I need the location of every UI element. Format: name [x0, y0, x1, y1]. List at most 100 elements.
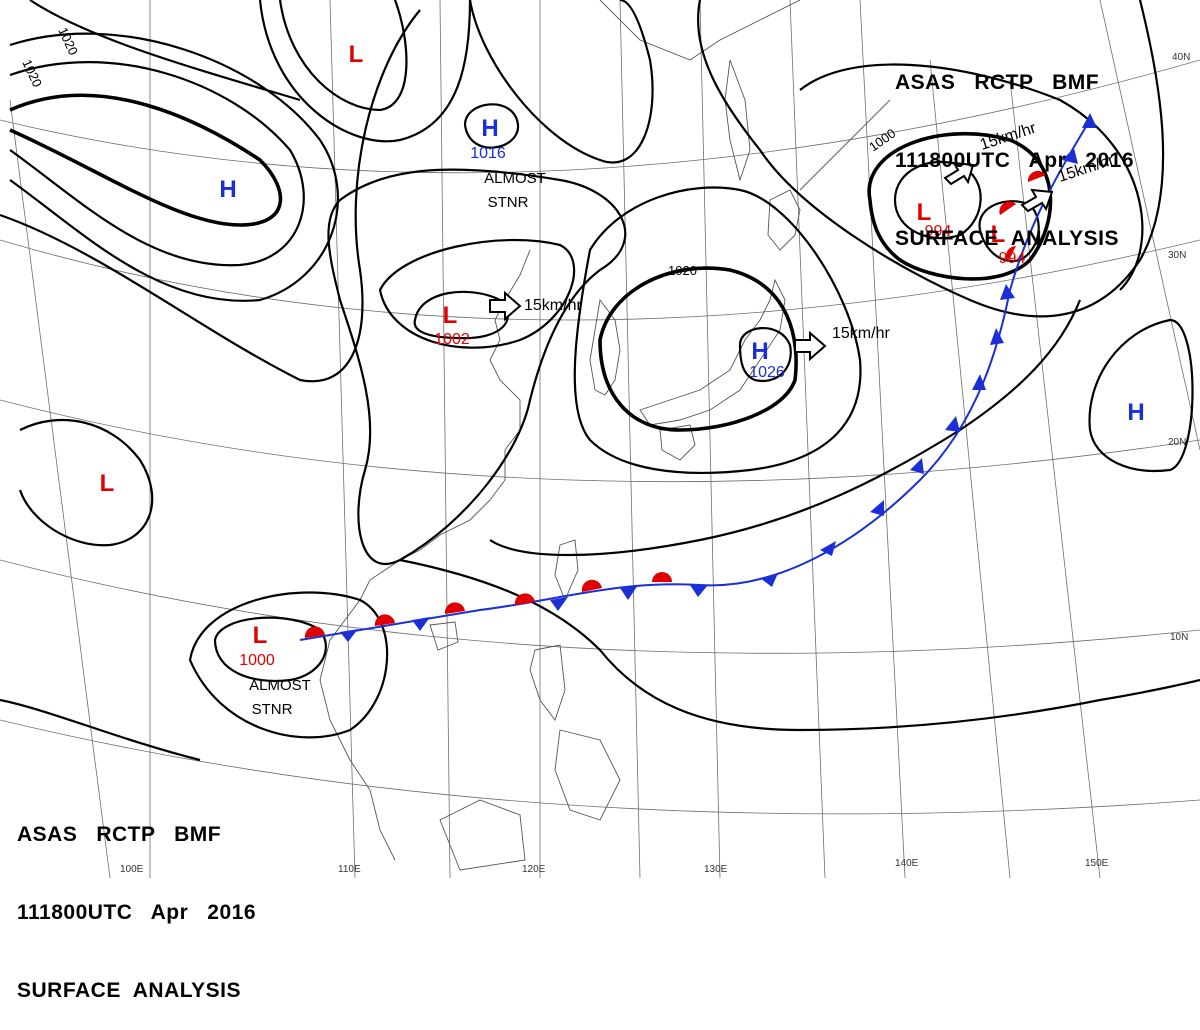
isobar-north-low [278, 0, 408, 112]
meridian-150e [1009, 79, 1101, 878]
header-bottom: ASAS RCTP BMF 111800UTC Apr 2016 SURFACE… [17, 770, 256, 1030]
pressure-value: 1026 [749, 364, 785, 381]
isobar-east-high [1088, 318, 1194, 472]
isobar-l994-a [893, 160, 982, 240]
isobar-l1000-outer [188, 591, 389, 739]
header-line-time: 111800UTC Apr 2016 [17, 901, 257, 924]
warm-front-semicircle [581, 579, 602, 592]
isobar-central [468, 0, 654, 164]
coast-china-south [329, 499, 491, 641]
motion-arrow [943, 161, 975, 186]
motion-arrow [1020, 188, 1054, 213]
high-center-letter: H [1127, 399, 1144, 426]
latitude-label: 20N [1168, 437, 1186, 448]
note-almost: ALMOST [484, 170, 546, 187]
motion-arrow [489, 290, 522, 322]
weather-map: L H H L H L L H L L 1016 1002 1026 994 9… [0, 0, 1200, 878]
motion-arrow [794, 330, 827, 362]
warm-front-semicircle [999, 201, 1016, 215]
warm-front-semicircle [374, 614, 395, 626]
motion-arrows [489, 161, 1054, 362]
isobar-west-low [18, 418, 154, 547]
longitude-label: 130E [704, 864, 728, 875]
isobar-l1002 [413, 290, 509, 340]
cold-front-triangle [820, 541, 836, 556]
motion-speed-label: 15km/hr [832, 325, 890, 342]
parallel-0 [0, 719, 1200, 815]
header-top: ASAS RCTP BMF 111800UTC Apr 2016 SURFACE… [895, 18, 1134, 278]
latitude-label: 10N [1170, 632, 1188, 643]
cold-front-triangle [910, 458, 924, 474]
meridian-155e [1099, 0, 1200, 451]
warm-front-semicircle [444, 602, 465, 614]
latitude-label: 40N [1172, 52, 1190, 63]
isobar-far-south [0, 698, 201, 762]
longitude-label: 140E [895, 858, 919, 869]
isobar-ring-1 [9, 32, 340, 302]
low-center-letter: L [100, 470, 115, 497]
isobar-label: 1020 [668, 263, 697, 278]
warm-front-semicircle [1027, 170, 1046, 182]
pressure-value: 1000 [239, 652, 275, 669]
coast-kuril [799, 99, 891, 191]
cold-front-triangle [870, 500, 884, 516]
isobar-l994-b [978, 200, 1040, 263]
high-center-letter: H [219, 176, 236, 203]
isobar-h1016 [463, 103, 520, 149]
pressure-value: 994 [925, 223, 952, 240]
coast-russia-east [599, 0, 801, 61]
meridian-125e [619, 0, 641, 878]
cold-front-triangle [620, 585, 638, 600]
isobar-1020 [598, 266, 798, 432]
note-stnr: STNR [252, 701, 293, 718]
warm-front-semicircle [652, 572, 672, 582]
meridian-140e [859, 0, 906, 878]
parallel-40n [0, 59, 1200, 174]
isobar-l1000 [213, 616, 327, 682]
coast-korea [589, 298, 621, 396]
meridian-110e [329, 0, 356, 878]
isobar-h1026 [738, 327, 792, 383]
coast-japan-honshu [639, 278, 786, 426]
pressure-values: 1016 1002 1026 994 994 1000 [239, 145, 1025, 669]
header-line-center: ASAS RCTP BMF [17, 823, 222, 846]
header-line-product: SURFACE ANALYSIS [17, 979, 241, 1002]
isobar-ring-2 [9, 61, 305, 267]
isobar-pacific [489, 299, 1082, 557]
longitude-label: 100E [120, 864, 144, 875]
cold-front-triangle [972, 374, 986, 390]
pressure-centers: L H H L H L L H L L [100, 41, 1145, 649]
isobar-main [696, 0, 1165, 318]
meridian-105e [9, 99, 111, 878]
low-center-letter: L [349, 41, 364, 68]
isobar-ring-3 [9, 93, 283, 227]
pressure-value: 1016 [470, 145, 506, 162]
low-center-letter: L [253, 622, 268, 649]
cold-front-triangle [1000, 284, 1015, 300]
header-line-time: 111800UTC Apr 2016 [895, 149, 1135, 172]
isobar-ring-5 [29, 0, 301, 102]
meridian-135e [789, 0, 826, 878]
coast-indochina [319, 639, 396, 861]
cold-front-triangle [1082, 113, 1097, 128]
note-stnr: STNR [488, 194, 529, 211]
cold-front-triangle [1062, 148, 1078, 164]
isobar-outer-east [799, 63, 1144, 291]
coast-taiwan [554, 539, 579, 602]
note-almost: ALMOST [249, 677, 311, 694]
parallel-20n [0, 399, 1200, 483]
high-center-letter: H [751, 338, 768, 365]
header-line-product: SURFACE ANALYSIS [895, 227, 1119, 250]
coordinate-labels: 100E 110E 120E 130E 140E 150E 40N 30N 20… [120, 52, 1190, 875]
longitude-label: 120E [522, 864, 546, 875]
warm-front-semicircle [304, 626, 325, 638]
pressure-value: 994 [999, 250, 1026, 267]
cold-front-triangle [340, 629, 358, 642]
warm-front-semicircle [514, 593, 535, 605]
low-center-letter: L [991, 221, 1006, 248]
header-line-center: ASAS RCTP BMF [895, 71, 1100, 94]
longitude-label: 110E [338, 864, 361, 875]
coast-luzon [529, 644, 566, 721]
cold-front-triangle [945, 416, 960, 432]
coast-japan-hokkaido [767, 189, 801, 251]
